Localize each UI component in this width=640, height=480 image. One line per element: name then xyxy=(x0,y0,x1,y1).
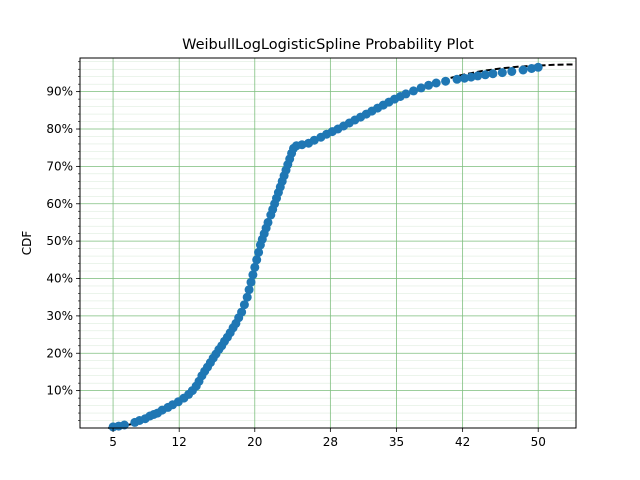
data-point xyxy=(246,277,256,287)
data-point xyxy=(507,67,517,76)
data-point xyxy=(480,70,490,80)
data-point xyxy=(237,307,247,317)
y-axis-label: CDF xyxy=(20,231,34,256)
data-point xyxy=(424,80,434,90)
data-point xyxy=(239,300,249,310)
data-point xyxy=(254,247,264,257)
data-point xyxy=(431,78,441,88)
x-tick-label: 12 xyxy=(172,435,187,449)
data-point xyxy=(263,217,273,227)
y-tick-label: 10% xyxy=(46,384,73,398)
x-tick-label: 50 xyxy=(531,435,546,449)
data-point xyxy=(452,74,462,84)
data-point xyxy=(488,69,498,79)
data-point xyxy=(119,420,129,430)
y-tick-label: 40% xyxy=(46,272,73,286)
data-point xyxy=(244,285,254,295)
data-point xyxy=(441,76,451,86)
x-axis: 5 12 20 28 35 42 50 xyxy=(109,428,546,449)
x-tick-label: 20 xyxy=(247,435,262,449)
y-tick-label: 70% xyxy=(46,159,73,173)
chart-title: WeibullLogLogisticSpline Probability Plo… xyxy=(182,37,474,53)
major-grid xyxy=(80,58,576,428)
data-point xyxy=(252,255,262,265)
data-point xyxy=(250,262,260,272)
x-tick-label: 5 xyxy=(109,435,117,449)
data-point xyxy=(533,62,543,72)
y-axis: 10% 20% 30% 40% 50% 60% 70% 80% 90% xyxy=(46,61,80,421)
data-point xyxy=(409,86,418,96)
data-point xyxy=(518,65,528,75)
x-tick-label: 28 xyxy=(323,435,338,449)
y-tick-label: 90% xyxy=(46,85,73,99)
y-tick-label: 30% xyxy=(46,309,73,323)
x-tick-label: 42 xyxy=(455,435,470,449)
y-tick-label: 50% xyxy=(46,234,73,248)
data-points xyxy=(108,62,543,432)
data-point xyxy=(248,270,258,280)
plot-frame xyxy=(79,57,577,429)
y-tick-label: 20% xyxy=(46,346,73,360)
data-point xyxy=(242,292,252,302)
data-point xyxy=(416,83,426,93)
y-tick-label: 60% xyxy=(46,197,73,211)
x-tick-label: 35 xyxy=(389,435,404,449)
data-point xyxy=(497,68,507,78)
data-point xyxy=(473,71,483,81)
data-point xyxy=(401,89,411,99)
y-tick-label: 80% xyxy=(46,122,73,136)
